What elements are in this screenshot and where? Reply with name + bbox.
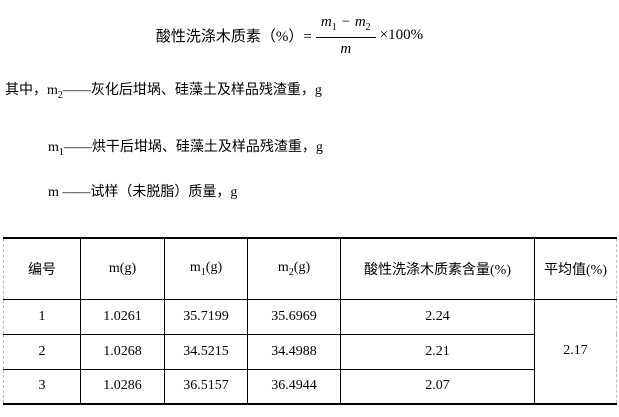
definition-text: ——灰化后坩埚、硅藻土及样品残渣重，g	[62, 83, 322, 98]
cell-m1: 35.7199	[164, 298, 248, 335]
cell-m2: 35.6969	[247, 298, 341, 335]
definition-line-m1: m1——烘干后坩埚、硅藻土及样品残渣重，g	[48, 139, 323, 162]
cell-m2: 36.4944	[247, 368, 341, 405]
header-m2: m2(g)	[247, 237, 341, 300]
symbol-m1: m	[48, 140, 59, 155]
fraction-denominator: m	[340, 38, 351, 59]
minus-operator: −	[340, 14, 351, 30]
formula-lhs: 酸性洗涤木质素（%）=	[155, 29, 312, 46]
header-m1-unit: (g)	[205, 259, 223, 275]
header-average: 平均值(%)	[534, 237, 617, 300]
fraction: m1− m2 m	[315, 13, 376, 59]
cell-m: 1.0286	[80, 368, 165, 405]
header-m1-symbol: m	[189, 259, 201, 275]
var-m1: m	[320, 14, 332, 30]
cell-lignin-content: 2.21	[340, 333, 535, 370]
header-m1-subscript: 1	[200, 266, 206, 278]
var-m2: m	[354, 14, 366, 30]
fraction-numerator: m1− m2	[315, 13, 376, 38]
table-row: 3 1.0286 36.5157 36.4944 2.07	[3, 368, 617, 405]
results-table: 编号 m(g) m1(g) m2(g) 酸性洗涤木质素含量(%) 平均值(%) …	[3, 237, 617, 405]
definition-line-m2: 其中，m2——灰化后坩埚、硅藻土及样品残渣重，g	[5, 82, 322, 105]
cell-lignin-content: 2.07	[340, 368, 535, 405]
symbol-m1-subscript: 1	[58, 146, 64, 158]
cell-id: 2	[3, 333, 81, 370]
definition-prefix: 其中，	[5, 83, 47, 98]
symbol-m: m	[48, 185, 59, 200]
cell-lignin-content: 2.24	[340, 298, 535, 335]
cell-id: 3	[3, 368, 81, 405]
header-m1: m1(g)	[164, 237, 248, 300]
cell-m1: 34.5215	[164, 333, 248, 370]
cell-m2: 34.4988	[247, 333, 341, 370]
definition-line-m: m ——试样（未脱脂）质量，g	[48, 184, 237, 207]
cell-id: 1	[3, 298, 81, 335]
symbol-m2: m	[47, 83, 58, 98]
formula-suffix: ×100%	[379, 27, 424, 44]
var-m1-subscript: 1	[331, 22, 337, 33]
header-m2-unit: (g)	[293, 259, 311, 275]
cell-average-value: 2.17	[534, 298, 617, 405]
header-m2-subscript: 2	[288, 266, 294, 278]
var-m: m	[340, 40, 352, 57]
definition-text: ——烘干后坩埚、硅藻土及样品残渣重，g	[63, 140, 323, 155]
lignin-formula: 酸性洗涤木质素（%）= m1− m2 m ×100%	[0, 13, 599, 58]
var-m2-subscript: 2	[365, 22, 371, 33]
table-row: 2 1.0268 34.5215 34.4988 2.21	[3, 333, 617, 370]
table-header-row: 编号 m(g) m1(g) m2(g) 酸性洗涤木质素含量(%) 平均值(%)	[3, 237, 617, 300]
table-row: 1 1.0261 35.7199 35.6969 2.24 2.17	[3, 298, 617, 405]
cell-m1: 36.5157	[164, 368, 248, 405]
cell-m: 1.0268	[80, 333, 165, 370]
symbol-m2-subscript: 2	[57, 89, 63, 101]
header-id: 编号	[3, 237, 81, 300]
cell-m: 1.0261	[80, 298, 165, 335]
header-lignin-content: 酸性洗涤木质素含量(%)	[340, 237, 535, 300]
definition-text: ——试样（未脱脂）质量，g	[58, 185, 238, 200]
header-m2-symbol: m	[277, 259, 289, 275]
header-m: m(g)	[80, 237, 165, 300]
